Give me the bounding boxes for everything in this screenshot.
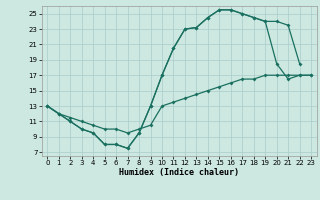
X-axis label: Humidex (Indice chaleur): Humidex (Indice chaleur) [119,168,239,177]
